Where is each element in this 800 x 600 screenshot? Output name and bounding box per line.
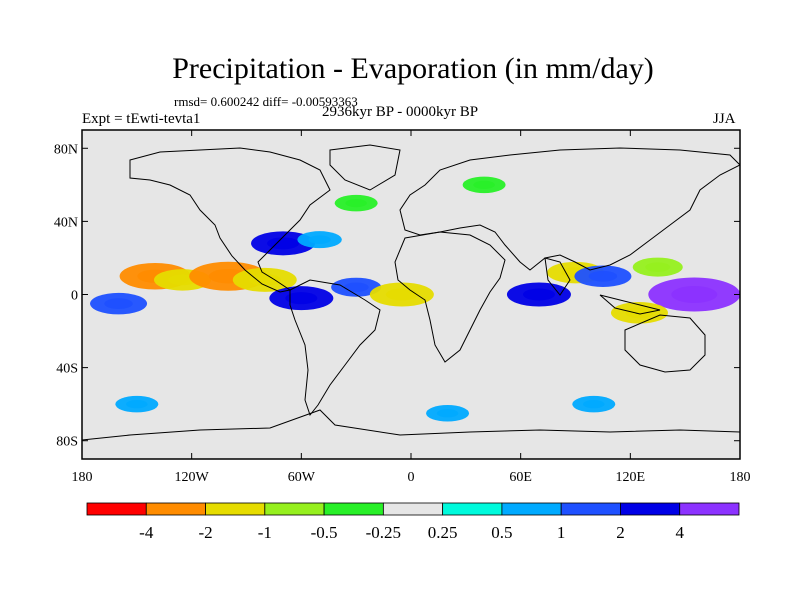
colorbar-swatch-1	[145, 502, 206, 516]
colorbar-label-8: 2	[616, 523, 625, 542]
colorbar-label-9: 4	[675, 523, 684, 542]
colorbar-swatch-0	[86, 502, 147, 516]
anomaly-core-17	[436, 409, 459, 418]
anomaly-core-19	[345, 198, 367, 208]
anomaly-core-15	[104, 298, 133, 310]
anomaly-core-7	[343, 282, 369, 292]
anomaly-core-8	[385, 288, 418, 301]
anomaly-core-5	[308, 235, 331, 244]
colorbar-swatch-9	[620, 502, 681, 516]
coast-australia	[624, 314, 706, 373]
anomaly-core-20	[473, 180, 495, 189]
colorbar: -4 -2 -1 -0.5 -0.25 0.25 0.5 1 2 4	[86, 502, 740, 542]
anomaly-core-14	[625, 307, 654, 319]
anomaly-core-9	[522, 288, 555, 301]
colorbar-swatch-6	[442, 502, 503, 516]
coast-africa	[394, 231, 506, 363]
coastlines	[82, 144, 740, 441]
anomaly-core-6	[285, 292, 318, 305]
chart-title: Precipitation - Evaporation (in mm/day)	[172, 52, 654, 85]
colorbar-label-2: -1	[258, 523, 272, 542]
colorbar-label-4: -0.25	[366, 523, 401, 542]
anomaly-core-12	[645, 262, 671, 272]
colorbar-label-3: -0.5	[311, 523, 338, 542]
lat-tick-label-1: 40N	[54, 215, 78, 230]
lon-tick-label-5: 120E	[616, 470, 646, 485]
colorbar-swatch-2	[205, 502, 266, 516]
colorbar-label-6: 0.5	[491, 523, 512, 542]
colorbar-swatch-7	[501, 502, 562, 516]
anomaly-core-3	[248, 273, 281, 286]
anomaly-core-4	[267, 237, 300, 250]
coast-antarctica	[82, 409, 740, 441]
period-label: 2936kyr BP - 0000kyr BP	[322, 104, 479, 120]
colorbar-label-7: 1	[557, 523, 566, 542]
lat-tick-label-0: 80N	[54, 142, 78, 157]
lon-tick-label-6: 180	[730, 470, 751, 485]
anomaly-core-11	[588, 270, 618, 282]
lat-tick-label-2: 0	[71, 289, 78, 304]
colorbar-label-5: 0.25	[428, 523, 458, 542]
colorbar-swatch-4	[323, 502, 384, 516]
coast-north-america	[129, 147, 331, 293]
coast-eurasia	[399, 147, 740, 271]
anomaly-core-16	[126, 400, 148, 409]
colorbar-swatch-10	[679, 502, 740, 516]
rmsd-diff-stats: rmsd= 0.600242 diff= -0.00593363	[174, 94, 358, 109]
experiment-label: Expt = tEwti-tevta1	[82, 111, 201, 127]
colorbar-swatch-3	[264, 502, 325, 516]
lat-tick-label-4: 80S	[56, 435, 78, 450]
coast-greenland	[329, 144, 401, 191]
season-label: JJA	[713, 111, 736, 127]
coast-indonesia	[599, 294, 661, 315]
lon-tick-label-3: 0	[408, 470, 415, 485]
anomaly-core-13	[671, 286, 718, 303]
coast-india	[544, 257, 571, 296]
anomaly-core-18	[583, 400, 605, 409]
axes: 80N 40N 0 40S 80S 180 120W 60W 0 60E 120E 180	[54, 130, 751, 485]
lon-tick-label-1: 120W	[175, 470, 210, 485]
lon-tick-label-2: 60W	[288, 470, 316, 485]
lat-tick-label-3: 40S	[56, 362, 78, 377]
lon-tick-label-0: 180	[72, 470, 93, 485]
colorbar-label-1: -2	[198, 523, 212, 542]
colorbar-swatch-8	[560, 502, 621, 516]
coast-south-america	[289, 279, 381, 417]
anomaly-layer	[90, 176, 740, 422]
colorbar-label-0: -4	[139, 523, 154, 542]
lon-tick-label-4: 60E	[509, 470, 532, 485]
colorbar-swatch-5	[382, 502, 444, 516]
